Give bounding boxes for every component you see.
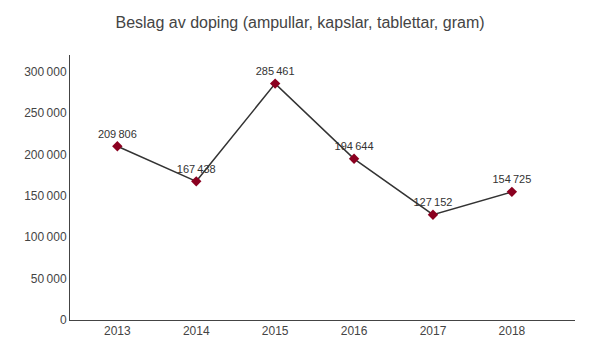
svg-text:209 806: 209 806 <box>98 128 137 140</box>
svg-text:194 644: 194 644 <box>335 140 374 152</box>
svg-text:2013: 2013 <box>104 324 131 338</box>
svg-text:200 000: 200 000 <box>24 148 67 162</box>
svg-text:2014: 2014 <box>183 324 210 338</box>
svg-text:2015: 2015 <box>262 324 289 338</box>
svg-text:100 000: 100 000 <box>24 230 67 244</box>
svg-text:2017: 2017 <box>420 324 447 338</box>
svg-text:2016: 2016 <box>341 324 368 338</box>
svg-text:127 152: 127 152 <box>414 196 453 208</box>
svg-text:Beslag av doping (ampullar, ka: Beslag av doping (ampullar, kapslar, tab… <box>115 14 484 31</box>
svg-text:250 000: 250 000 <box>24 106 67 120</box>
svg-text:150 000: 150 000 <box>24 189 67 203</box>
svg-text:50 000: 50 000 <box>31 272 67 286</box>
svg-text:154 725: 154 725 <box>492 173 531 185</box>
svg-text:285 461: 285 461 <box>256 65 295 77</box>
svg-text:0: 0 <box>60 313 67 327</box>
svg-text:2018: 2018 <box>499 324 526 338</box>
svg-text:300 000: 300 000 <box>24 65 67 79</box>
svg-text:167 438: 167 438 <box>177 163 216 175</box>
